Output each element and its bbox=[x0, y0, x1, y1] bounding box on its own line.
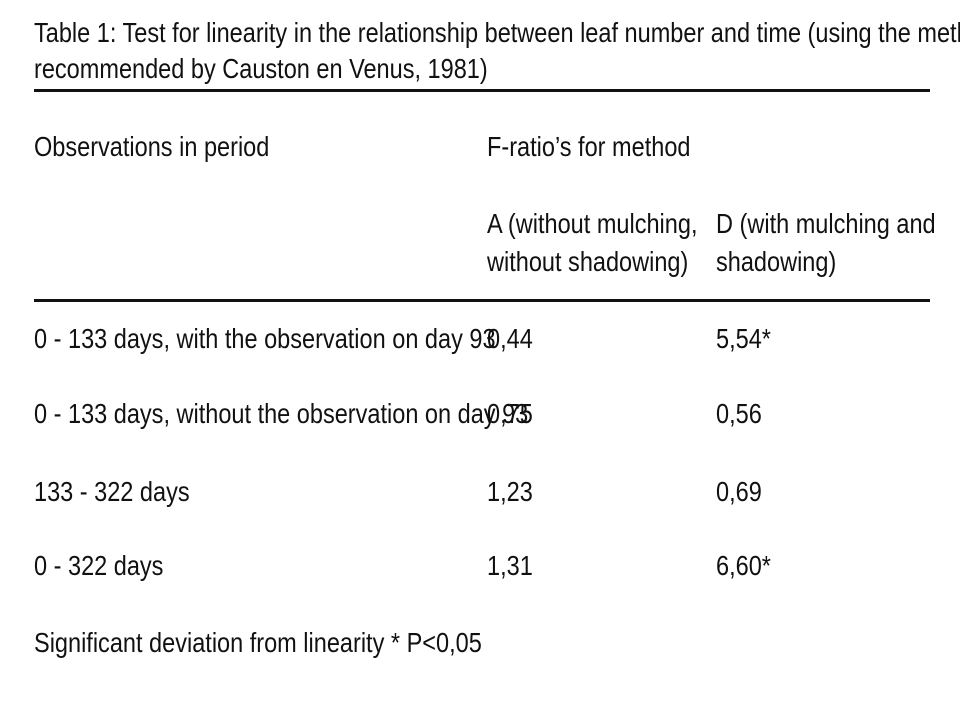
table-title-line-2: recommended by Causton en Venus, 1981) bbox=[34, 53, 488, 84]
header-method-a-line-1: A (without mulching, bbox=[487, 208, 698, 239]
table-row-period: 0 - 322 days bbox=[34, 550, 164, 581]
table-cell-method-d: 0,69 bbox=[716, 476, 762, 507]
header-method-d-line-2: shadowing) bbox=[716, 246, 837, 277]
table-cell-method-a: 0,44 bbox=[487, 323, 533, 354]
table-cell-method-a: 1,31 bbox=[487, 550, 533, 581]
table-cell-method-a: 1,23 bbox=[487, 476, 533, 507]
table-row-period: 133 - 322 days bbox=[34, 476, 190, 507]
table-row-period: 0 - 133 days, without the observation on… bbox=[34, 398, 529, 429]
table-row-period: 0 - 133 days, with the observation on da… bbox=[34, 323, 496, 354]
table-title-line-1: Table 1: Test for linearity in the relat… bbox=[34, 17, 960, 48]
table-cell-method-a: 0,75 bbox=[487, 398, 533, 429]
table-cell-method-d: 0,56 bbox=[716, 398, 762, 429]
header-method-d-line-1: D (with mulching and bbox=[716, 208, 936, 239]
header-observations-in-period: Observations in period bbox=[34, 131, 270, 162]
table-footnote: Significant deviation from linearity * P… bbox=[34, 627, 482, 658]
header-method-a-line-2: without shadowing) bbox=[487, 246, 689, 277]
header-rule bbox=[34, 299, 930, 302]
header-f-ratio: F-ratio’s for method bbox=[487, 131, 691, 162]
table-cell-method-d: 6,60* bbox=[716, 550, 771, 581]
table-cell-method-d: 5,54* bbox=[716, 323, 771, 354]
top-rule bbox=[34, 89, 930, 92]
